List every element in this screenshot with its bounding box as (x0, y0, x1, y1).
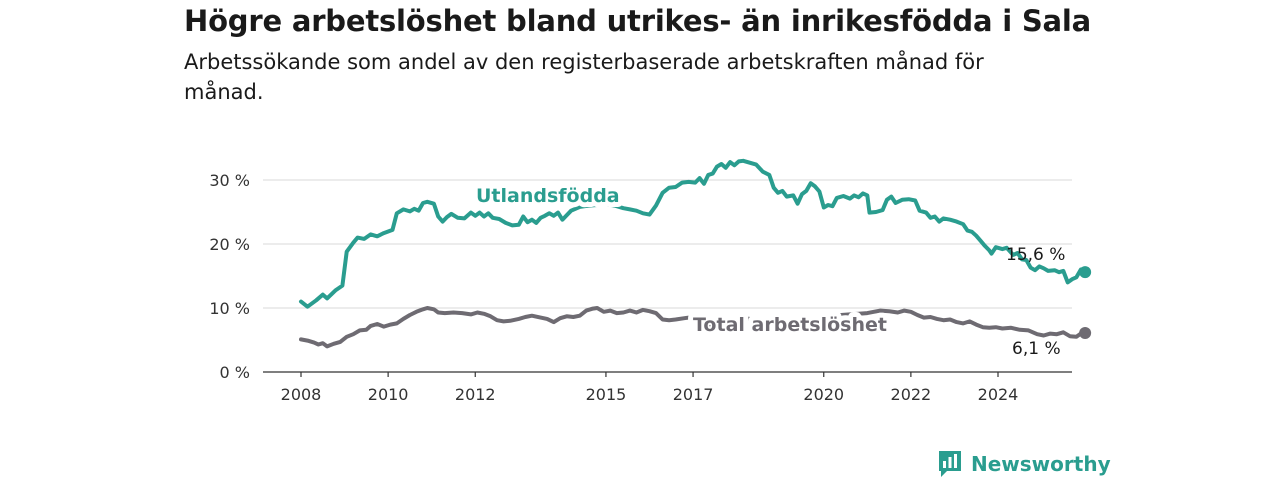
x-tick-label: 2024 (978, 385, 1019, 404)
y-tick-label: 20 % (209, 235, 250, 254)
x-tick-label: 2015 (586, 385, 627, 404)
gridlines (263, 179, 1072, 309)
x-tick-label: 2017 (673, 385, 714, 404)
end-value-total: 6,1 % (1012, 339, 1061, 359)
y-tick-label: 10 % (209, 299, 250, 318)
x-tick-label: 2020 (803, 385, 844, 404)
y-tick-label: 0 % (220, 363, 250, 382)
x-tick-label: 2022 (891, 385, 932, 404)
end-point-utlandsfodda (1079, 266, 1092, 279)
series-label-total: Total arbetslöshet (693, 314, 887, 336)
brand-name: Newsworthy (971, 452, 1111, 476)
series-line-total (299, 306, 1088, 349)
series-labels: Utlandsfödda Total arbetslöshet 15,6 % 6,1 … (471, 180, 1065, 359)
chart-title: Högre arbetslöshet bland utrikes- än inr… (184, 4, 1092, 38)
brand-logo: Newsworthy (937, 449, 1111, 479)
axes: 0 % 10 % 20 % 30 % 2008 2010 2012 2015 2017 2020 2… (209, 171, 1072, 404)
series-line-utlandsfodda (299, 158, 1088, 309)
y-tick-label: 30 % (209, 171, 250, 190)
end-point-total (1079, 326, 1092, 339)
series-lines (299, 158, 1092, 349)
chart-subtitle: Arbetssökande som andel av den registerb… (184, 50, 984, 104)
end-value-utlandsfodda: 15,6 % (1006, 245, 1065, 265)
x-tick-label: 2012 (455, 385, 496, 404)
series-label-utlandsfodda: Utlandsfödda (476, 185, 620, 207)
bar-chart-logo-icon (939, 451, 961, 477)
x-tick-label: 2010 (368, 385, 409, 404)
x-tick-label: 2008 (281, 385, 322, 404)
